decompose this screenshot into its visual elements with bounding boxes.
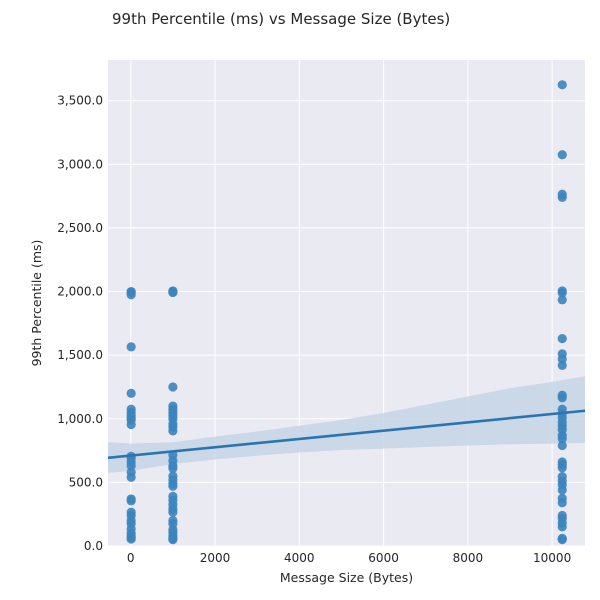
data-point bbox=[557, 463, 567, 473]
y-tick-label: 1,000.0 bbox=[57, 412, 103, 426]
plot-background bbox=[108, 60, 585, 546]
data-point bbox=[126, 342, 136, 352]
confidence-band bbox=[108, 376, 585, 473]
x-tick-label: 4000 bbox=[284, 551, 315, 565]
grid-lines bbox=[108, 60, 585, 547]
data-point bbox=[168, 463, 178, 473]
data-point bbox=[557, 485, 567, 495]
data-point bbox=[557, 440, 567, 451]
x-axis-ticks: 0 2000 4000 6000 8000 10000 bbox=[127, 551, 571, 565]
data-point bbox=[557, 360, 567, 370]
x-axis-label: Message Size (Bytes) bbox=[280, 570, 413, 585]
y-axis-label: 99th Percentile (ms) bbox=[29, 240, 44, 367]
data-point bbox=[557, 354, 567, 364]
data-point bbox=[557, 295, 567, 305]
y-tick-label: 2,500.0 bbox=[57, 221, 103, 235]
data-point bbox=[168, 481, 178, 491]
data-point bbox=[126, 534, 136, 544]
data-point bbox=[557, 80, 567, 90]
data-point bbox=[168, 535, 178, 545]
x-tick-label: 8000 bbox=[453, 551, 484, 565]
data-point bbox=[168, 382, 178, 392]
y-tick-label: 2,000.0 bbox=[57, 285, 103, 299]
data-point bbox=[557, 288, 567, 298]
data-point bbox=[168, 507, 178, 517]
data-point bbox=[557, 192, 567, 203]
data-point bbox=[557, 535, 567, 545]
data-point bbox=[126, 496, 136, 506]
x-tick-label: 0 bbox=[127, 551, 135, 565]
data-point bbox=[557, 150, 567, 160]
data-point bbox=[126, 419, 136, 430]
y-tick-label: 0.0 bbox=[84, 539, 103, 553]
y-tick-label: 1,500.0 bbox=[57, 348, 103, 362]
data-point bbox=[557, 522, 567, 532]
data-point bbox=[168, 287, 178, 298]
data-point bbox=[126, 290, 136, 300]
y-axis-ticks: 0.0 500.0 1,000.0 1,500.0 2,000.0 2,500.0 3,00… bbox=[57, 94, 103, 553]
data-point bbox=[168, 426, 178, 436]
y-tick-label: 3,500.0 bbox=[57, 94, 103, 108]
data-point bbox=[126, 472, 136, 482]
regression-line bbox=[107, 409, 586, 460]
data-point bbox=[557, 498, 567, 508]
y-tick-label: 3,000.0 bbox=[57, 157, 103, 171]
x-tick-label: 2000 bbox=[200, 551, 231, 565]
data-points bbox=[126, 80, 567, 545]
data-point bbox=[557, 433, 567, 444]
y-tick-label: 500.0 bbox=[69, 475, 103, 489]
data-point bbox=[557, 393, 567, 403]
x-tick-label: 6000 bbox=[368, 551, 399, 565]
chart-title: 99th Percentile (ms) vs Message Size (By… bbox=[112, 10, 451, 28]
data-point bbox=[126, 388, 136, 398]
data-point bbox=[557, 334, 567, 344]
x-tick-label: 10000 bbox=[533, 551, 571, 565]
data-point bbox=[126, 461, 136, 471]
